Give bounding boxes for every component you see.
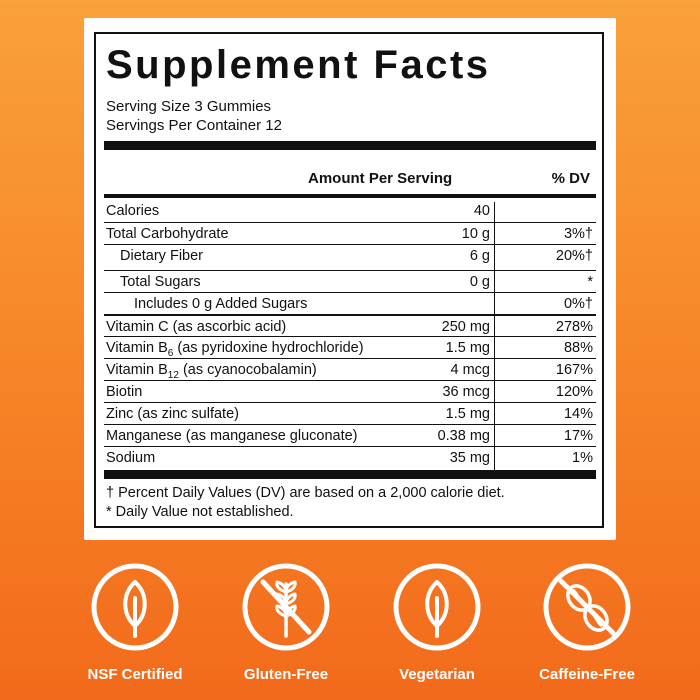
nutrient-row: Biotin 36 mcg 120% bbox=[104, 380, 596, 402]
badge-label-gluten-free: Gluten-Free bbox=[243, 666, 329, 683]
nutrient-dv: 120% bbox=[555, 384, 593, 400]
servings-per-container: Servings Per Container 12 bbox=[106, 117, 282, 134]
nutrient-dv: 3%† bbox=[563, 226, 593, 242]
thick-divider bbox=[104, 141, 596, 150]
nutrient-row: Zinc (as zinc sulfate) 1.5 mg 14% bbox=[104, 402, 596, 424]
nutrient-row: Sodium 35 mg 1% bbox=[104, 446, 596, 468]
nutrient-dv: 0%† bbox=[563, 296, 593, 312]
nutrient-row: Total Sugars 0 g * bbox=[104, 270, 596, 292]
nutrient-name: Includes 0 g Added Sugars bbox=[134, 296, 308, 312]
nutrient-name: Manganese (as manganese gluconate) bbox=[106, 428, 358, 444]
nutrient-row: Dietary Fiber 6 g 20%† bbox=[104, 244, 596, 266]
badge-label-vegetarian: Vegetarian bbox=[399, 666, 475, 683]
nutrient-dv: 1% bbox=[572, 450, 593, 466]
panel-title: Supplement Facts bbox=[106, 43, 491, 87]
nutrient-amount: 250 mg bbox=[441, 319, 490, 335]
nutrient-amount: 40 bbox=[473, 203, 490, 219]
header-amount: Amount Per Serving bbox=[308, 170, 453, 187]
footnote-dv: † Percent Daily Values (DV) are based on… bbox=[106, 485, 505, 501]
nutrient-dv: 20%† bbox=[555, 248, 593, 264]
nutrient-name-subscript: 6 bbox=[167, 347, 174, 359]
nutrient-row: Includes 0 g Added Sugars 0%† bbox=[104, 292, 596, 314]
wheat-crossed-icon bbox=[242, 563, 330, 651]
leaf-icon bbox=[91, 563, 179, 651]
nutrient-amount: 1.5 mg bbox=[445, 406, 490, 422]
nutrient-row: Vitamin B6 (as pyridoxine hydrochloride)… bbox=[104, 336, 596, 359]
nutrient-dv: 278% bbox=[555, 319, 593, 335]
nutrient-row: Total Carbohydrate 10 g 3%† bbox=[104, 222, 596, 244]
footnote-not-established: * Daily Value not established. bbox=[106, 504, 294, 520]
coffee-bean-crossed-icon bbox=[543, 563, 631, 651]
nutrient-name: Calories bbox=[106, 203, 160, 219]
nutrient-dv: 17% bbox=[563, 428, 593, 444]
nutrient-name: Vitamin B6 (as pyridoxine hydrochloride) bbox=[106, 339, 364, 363]
leaf-icon bbox=[393, 563, 481, 651]
nutrient-amount: 0 g bbox=[469, 274, 490, 290]
nutrient-dv: 14% bbox=[563, 406, 593, 422]
nutrient-row: Manganese (as manganese gluconate) 0.38 … bbox=[104, 424, 596, 446]
header-dv: % DV bbox=[551, 170, 590, 187]
nutrient-amount: 35 mg bbox=[449, 450, 490, 466]
nutrient-name-source: (as cyanocobalamin) bbox=[178, 362, 317, 378]
nutrient-row: Vitamin C (as ascorbic acid) 250 mg 278% bbox=[104, 314, 596, 336]
nutrient-dv: 167% bbox=[555, 362, 593, 378]
badge-label-nsf: NSF Certified bbox=[87, 666, 183, 683]
nutrient-name: Zinc (as zinc sulfate) bbox=[106, 406, 239, 422]
badge-label-caffeine-free: Caffeine-Free bbox=[539, 666, 635, 683]
nutrient-name: Biotin bbox=[106, 384, 143, 400]
nutrient-dv: * bbox=[587, 274, 593, 290]
nutrient-name: Total Sugars bbox=[120, 274, 201, 290]
nutrient-row: Vitamin B12 (as cyanocobalamin) 4 mcg 16… bbox=[104, 358, 596, 381]
medium-divider bbox=[104, 194, 596, 198]
nutrient-name: Sodium bbox=[106, 450, 156, 466]
nutrient-name: Vitamin B12 (as cyanocobalamin) bbox=[106, 361, 317, 385]
nutrient-amount: 36 mcg bbox=[442, 384, 490, 400]
nutrient-name: Vitamin C (as ascorbic acid) bbox=[106, 319, 287, 335]
nutrient-name-source: (as pyridoxine hydrochloride) bbox=[173, 340, 364, 356]
nutrient-name-text: Vitamin B bbox=[106, 362, 168, 378]
nutrient-name-subscript: 12 bbox=[167, 369, 179, 381]
nutrient-name: Total Carbohydrate bbox=[106, 226, 229, 242]
nutrient-amount: 1.5 mg bbox=[445, 340, 490, 356]
nutrient-amount: 0.38 mg bbox=[437, 428, 490, 444]
nutrient-amount: 4 mcg bbox=[450, 362, 491, 378]
nutrient-amount: 6 g bbox=[469, 248, 490, 264]
bottom-thick-divider bbox=[104, 470, 596, 479]
supplement-facts-panel: Supplement Facts Serving Size 3 Gummies … bbox=[94, 32, 604, 528]
nutrient-dv: 88% bbox=[563, 340, 593, 356]
serving-size: Serving Size 3 Gummies bbox=[106, 98, 272, 115]
nutrient-amount: 10 g bbox=[461, 226, 490, 242]
nutrient-name-text: Vitamin B bbox=[106, 340, 168, 356]
supplement-facts-card: Supplement Facts Serving Size 3 Gummies … bbox=[84, 18, 616, 540]
nutrient-row: Calories 40 bbox=[104, 200, 596, 222]
nutrient-name: Dietary Fiber bbox=[120, 248, 203, 264]
